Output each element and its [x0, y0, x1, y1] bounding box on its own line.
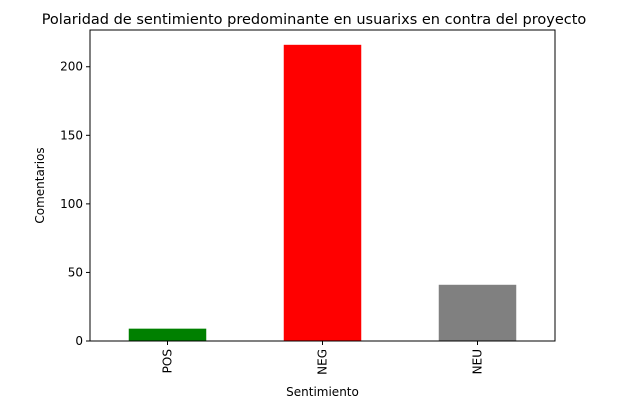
- y-axis-label: Comentarios: [33, 147, 47, 223]
- y-tick-label: 100: [60, 197, 83, 211]
- x-axis-label: Sentimiento: [286, 385, 359, 399]
- y-tick-label: 150: [60, 128, 83, 142]
- y-tick-label: 200: [60, 60, 83, 74]
- x-tick-label: NEU: [471, 349, 485, 374]
- y-tick-label: 0: [75, 334, 83, 348]
- x-axis-ticks: POS NEG NEU: [161, 341, 485, 375]
- bar-neg: [283, 44, 362, 342]
- bar-pos: [128, 328, 207, 341]
- x-tick-label: POS: [161, 349, 175, 373]
- plot-frame: [89, 29, 556, 342]
- y-axis-ticks: 0 50 100 150 200: [60, 60, 90, 348]
- bars: [128, 44, 517, 342]
- bar-neu: [438, 284, 517, 341]
- chart-title: Polaridad de sentimiento predominante en…: [42, 12, 587, 28]
- y-tick-label: 50: [68, 265, 83, 279]
- x-tick-label: NEG: [316, 349, 330, 375]
